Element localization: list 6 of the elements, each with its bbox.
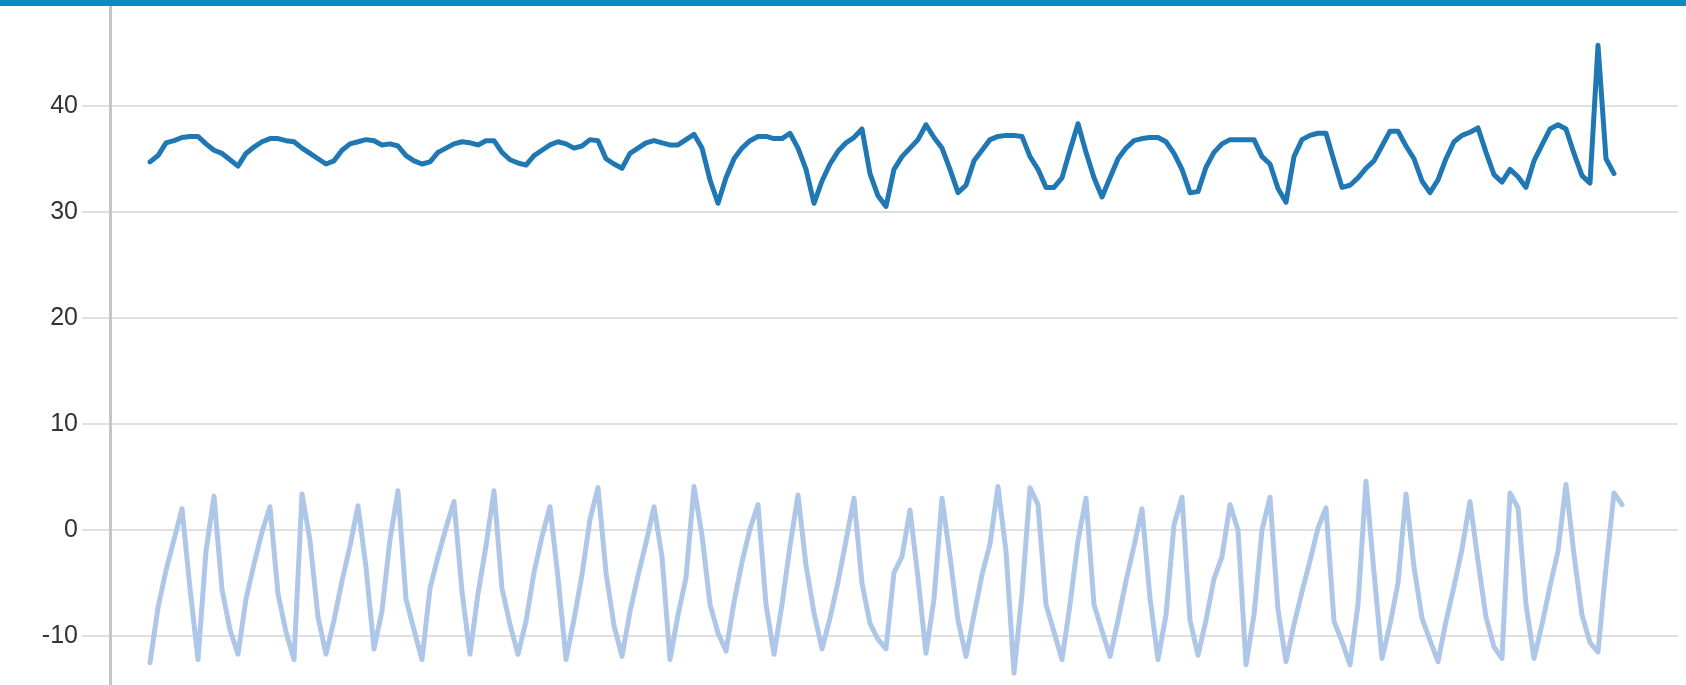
- y-tick-label: 30: [50, 195, 78, 224]
- y-tick-label: -10: [41, 620, 78, 649]
- y-tick-label: 0: [64, 513, 78, 542]
- y-tick-label: 10: [50, 407, 78, 436]
- y-tick-label: 20: [50, 301, 78, 330]
- y-tick-label: 40: [50, 89, 78, 118]
